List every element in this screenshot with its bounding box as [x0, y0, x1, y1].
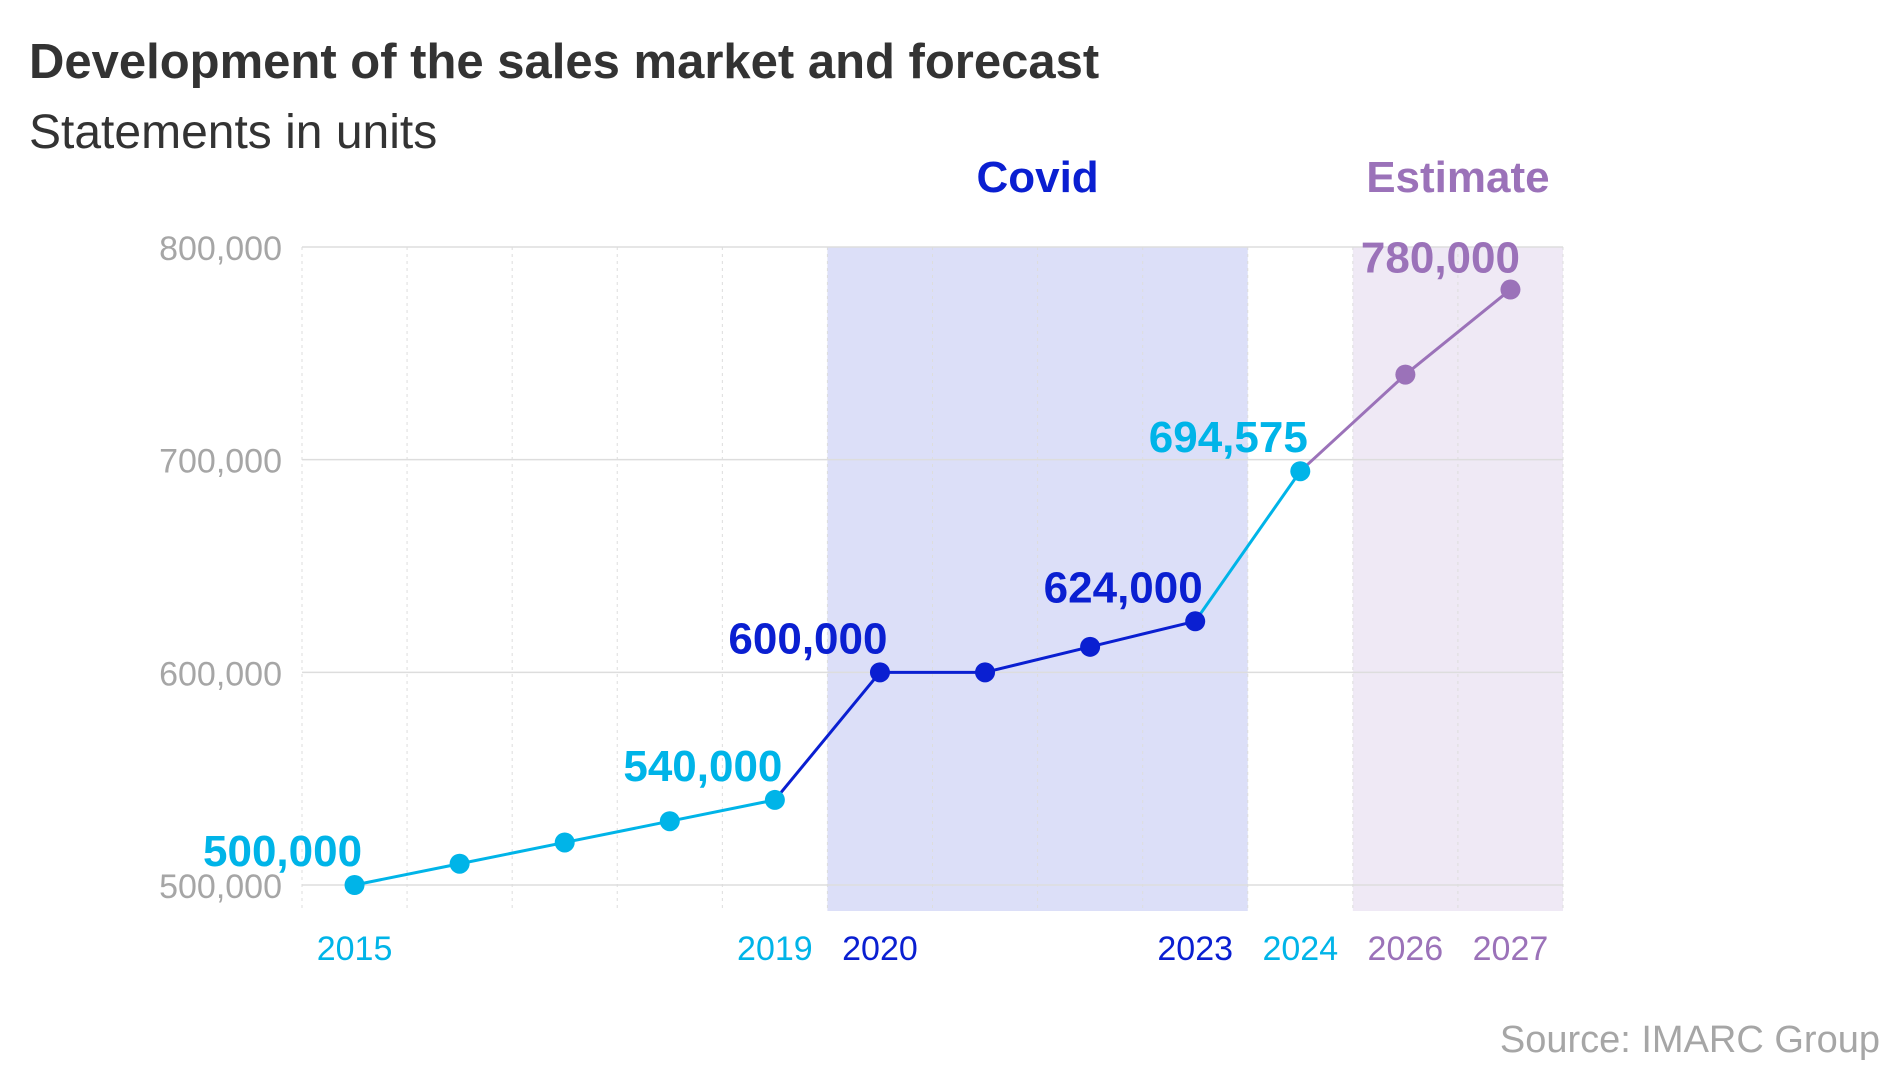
x-tick-label: 2024: [1262, 930, 1338, 968]
chart-subtitle: Statements in units: [29, 106, 437, 159]
y-tick-label: 500,000: [159, 868, 282, 906]
y-tick-label: 700,000: [159, 443, 282, 481]
data-label: 780,000: [1361, 234, 1520, 283]
line-segment: [564, 819, 671, 844]
data-point-2022: [1080, 636, 1101, 657]
x-tick-label: 2020: [842, 930, 918, 968]
data-label: 694,575: [1149, 413, 1308, 462]
source-note: Source: IMARC Group: [1500, 1019, 1880, 1061]
line-segment: [984, 645, 1091, 674]
line-segment: [773, 671, 882, 801]
data-point-2017: [554, 832, 575, 853]
data-label: 600,000: [728, 614, 887, 663]
line-segment: [1404, 288, 1512, 376]
data-point-2027: [1500, 279, 1521, 300]
data-label: 540,000: [623, 742, 782, 791]
data-label: 500,000: [203, 827, 362, 876]
data-point-2023: [1185, 611, 1206, 632]
x-tick-label: 2023: [1157, 930, 1233, 968]
line-segment: [669, 798, 776, 823]
band-label-estimate: Estimate: [1366, 153, 1549, 202]
y-tick-label: 800,000: [159, 230, 282, 268]
band-label-covid: Covid: [976, 153, 1098, 202]
x-tick-label: 2027: [1473, 930, 1549, 968]
data-label: 624,000: [1044, 563, 1203, 612]
data-point-2024: [1290, 461, 1311, 482]
x-tick-label: 2015: [317, 930, 393, 968]
line-segment: [1193, 470, 1302, 623]
chart-title: Development of the sales market and fore…: [29, 35, 1099, 89]
line-segment: [1299, 373, 1407, 473]
data-point-2018: [659, 811, 680, 832]
data-point-2019: [764, 789, 785, 810]
line-segment: [459, 840, 566, 866]
data-point-2020: [869, 662, 890, 683]
y-tick-label: 600,000: [159, 655, 282, 693]
line-segment: [1089, 619, 1196, 649]
data-point-2026: [1395, 364, 1416, 385]
line-segment: [354, 862, 460, 887]
data-point-2021: [975, 662, 996, 683]
x-tick-label: 2019: [737, 930, 813, 968]
data-point-2015: [344, 875, 365, 895]
x-tick-label: 2026: [1368, 930, 1444, 968]
data-point-2016: [449, 853, 470, 874]
